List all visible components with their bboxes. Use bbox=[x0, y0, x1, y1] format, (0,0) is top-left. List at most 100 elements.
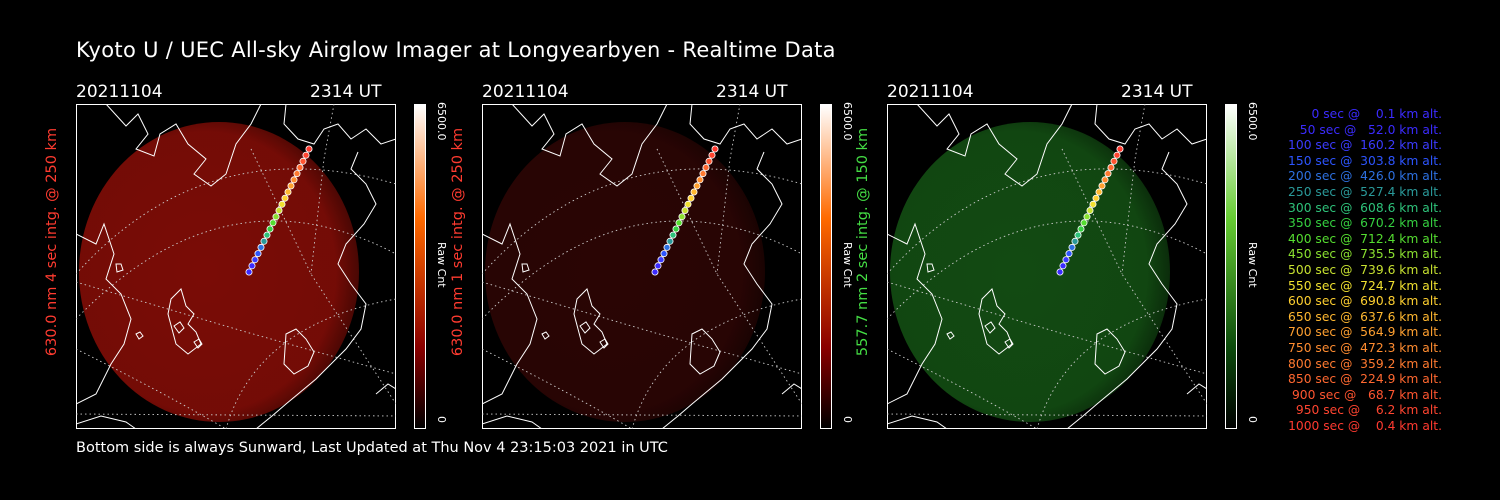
trajectory-point bbox=[1110, 157, 1118, 165]
trajectory-point bbox=[302, 151, 310, 159]
colorbar-unit: Raw Cnt bbox=[841, 242, 854, 288]
trajectory-point bbox=[708, 151, 716, 159]
trajectory-point bbox=[1062, 256, 1070, 264]
trajectory-point bbox=[275, 207, 283, 215]
trajectory-point bbox=[1092, 194, 1100, 202]
trajectory bbox=[651, 145, 719, 276]
trajectory-point bbox=[669, 231, 677, 239]
trajectory-point bbox=[690, 188, 698, 196]
panel-time: 2314 UT bbox=[716, 82, 788, 102]
legend-row: 700 sec @ 564.9 km alt. bbox=[1288, 325, 1442, 340]
legend-row: 800 sec @ 359.2 km alt. bbox=[1288, 356, 1442, 371]
trajectory-point bbox=[684, 200, 692, 208]
trajectory bbox=[245, 145, 313, 276]
trajectory-point bbox=[281, 194, 289, 202]
legend-row: 850 sec @ 224.9 km alt. bbox=[1288, 372, 1442, 387]
panel-date: 20211104 bbox=[482, 82, 569, 102]
trajectory-point bbox=[296, 164, 304, 172]
colorbar bbox=[1225, 104, 1237, 429]
legend-row: 50 sec @ 52.0 km alt. bbox=[1299, 122, 1442, 137]
trajectory-point bbox=[1080, 219, 1088, 227]
legend-row: 200 sec @ 426.0 km alt. bbox=[1288, 169, 1442, 184]
trajectory-point bbox=[278, 200, 286, 208]
page-title: Kyoto U / UEC All-sky Airglow Imager at … bbox=[76, 38, 836, 62]
panel-date: 20211104 bbox=[76, 82, 163, 102]
trajectory-point bbox=[1071, 237, 1079, 245]
legend-row: 1000 sec @ 0.4 km alt. bbox=[1288, 418, 1442, 433]
airglow-map bbox=[482, 104, 802, 429]
panel-time: 2314 UT bbox=[310, 82, 382, 102]
legend-row: 600 sec @ 690.8 km alt. bbox=[1288, 294, 1442, 309]
trajectory-point bbox=[299, 157, 307, 165]
panel-wavelength-label: 630.0 nm 4 sec intg. @ 250 km bbox=[44, 127, 60, 357]
legend-row: 350 sec @ 670.2 km alt. bbox=[1288, 216, 1442, 231]
legend-row: 0 sec @ 0.1 km alt. bbox=[1311, 107, 1442, 121]
trajectory-point bbox=[1065, 250, 1073, 258]
coastlines bbox=[482, 104, 802, 429]
trajectory-point bbox=[287, 182, 295, 190]
trajectory-point bbox=[1113, 151, 1121, 159]
colorbar-min: 0 bbox=[435, 416, 448, 423]
trajectory-point bbox=[705, 157, 713, 165]
trajectory-point bbox=[657, 256, 665, 264]
legend-row: 650 sec @ 637.6 km alt. bbox=[1288, 309, 1442, 324]
trajectory-point bbox=[1095, 188, 1103, 196]
airglow-field bbox=[890, 122, 1170, 422]
trajectory-point bbox=[1077, 225, 1085, 233]
trajectory-point bbox=[266, 225, 274, 233]
panel-630nm-4sec: 20211104 2314 UT 630.0 nm 4 sec intg. @ … bbox=[44, 82, 496, 432]
legend-row: 250 sec @ 527.4 km alt. bbox=[1288, 184, 1442, 199]
trajectory-point bbox=[1056, 268, 1064, 276]
panel-time: 2314 UT bbox=[1121, 82, 1193, 102]
colorbar-unit: Raw Cnt bbox=[1246, 242, 1259, 288]
trajectory-point bbox=[269, 219, 277, 227]
colorbar-max: 6500.0 bbox=[435, 102, 448, 141]
trajectory-point bbox=[1098, 182, 1106, 190]
trajectory-point bbox=[687, 194, 695, 202]
trajectory-point bbox=[305, 145, 313, 153]
lat-lon-grid bbox=[482, 104, 802, 429]
trajectory-point bbox=[675, 219, 683, 227]
trajectory-point bbox=[1101, 176, 1109, 184]
trajectory-point bbox=[666, 237, 674, 245]
colorbar-max: 6500.0 bbox=[841, 102, 854, 141]
colorbar-min: 0 bbox=[1246, 416, 1259, 423]
trajectory-point bbox=[1074, 231, 1082, 239]
trajectory-point bbox=[672, 225, 680, 233]
legend-row: 100 sec @ 160.2 km alt. bbox=[1288, 138, 1442, 153]
trajectory-point bbox=[651, 268, 659, 276]
trajectory-point bbox=[263, 231, 271, 239]
airglow-field bbox=[485, 122, 765, 422]
trajectory-point bbox=[1107, 164, 1115, 172]
trajectory-point bbox=[696, 176, 704, 184]
trajectory-point bbox=[1104, 170, 1112, 178]
trajectory-point bbox=[660, 250, 668, 258]
panel-date: 20211104 bbox=[887, 82, 974, 102]
legend-row: 900 sec @ 68.7 km alt. bbox=[1291, 387, 1442, 402]
legend-row: 400 sec @ 712.4 km alt. bbox=[1288, 231, 1442, 246]
legend-row: 450 sec @ 735.5 km alt. bbox=[1288, 247, 1442, 262]
legend-row: 500 sec @ 739.6 km alt. bbox=[1288, 262, 1442, 277]
airglow-map bbox=[887, 104, 1207, 429]
panel-557nm-2sec: 20211104 2314 UT 557.7 nm 2 sec intg. @ … bbox=[855, 82, 1307, 432]
airglow-field bbox=[79, 122, 359, 422]
trajectory-point bbox=[248, 262, 256, 270]
footer-note: Bottom side is always Sunward, Last Upda… bbox=[76, 440, 668, 456]
trajectory-point bbox=[654, 262, 662, 270]
panel-630nm-1sec: 20211104 2314 UT 630.0 nm 1 sec intg. @ … bbox=[450, 82, 902, 432]
trajectory-point bbox=[272, 213, 280, 221]
trajectory-point bbox=[1083, 213, 1091, 221]
trajectory-point bbox=[290, 176, 298, 184]
coastlines bbox=[76, 104, 396, 429]
trajectory-point bbox=[1086, 207, 1094, 215]
trajectory-point bbox=[1089, 200, 1097, 208]
trajectory-point bbox=[711, 145, 719, 153]
trajectory-point bbox=[1059, 262, 1067, 270]
legend-row: 950 sec @ 6.2 km alt. bbox=[1295, 403, 1442, 418]
trajectory-point bbox=[1068, 243, 1076, 251]
trajectory-point bbox=[293, 170, 301, 178]
trajectory-point bbox=[254, 250, 262, 258]
legend-row: 300 sec @ 608.6 km alt. bbox=[1288, 200, 1442, 215]
trajectory-point bbox=[693, 182, 701, 190]
lat-lon-grid bbox=[887, 104, 1207, 429]
